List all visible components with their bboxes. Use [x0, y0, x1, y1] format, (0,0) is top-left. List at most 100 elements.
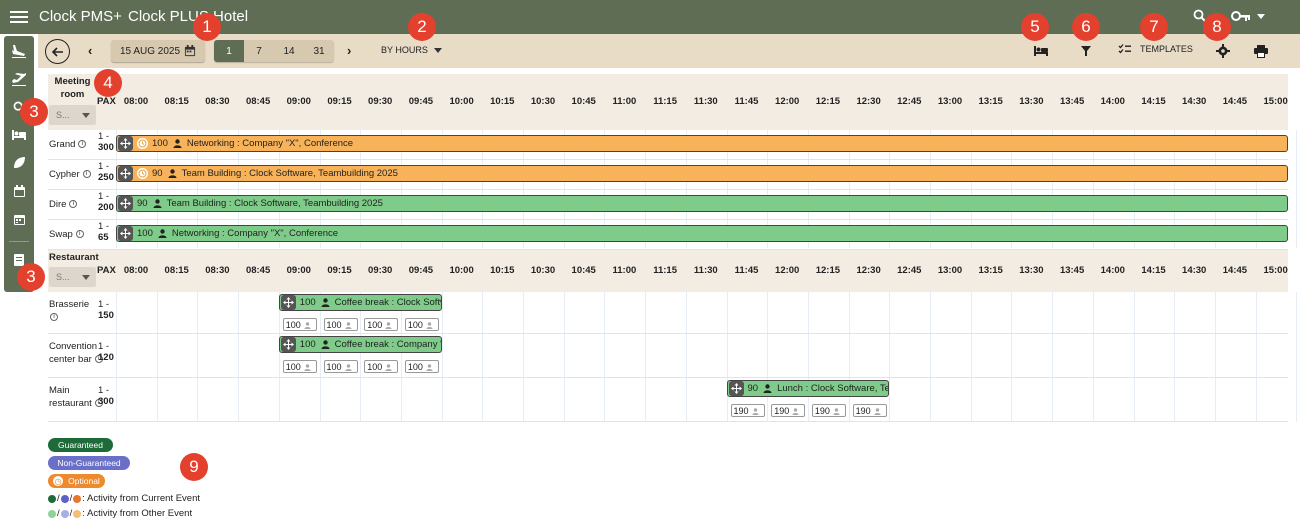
move-handle-icon[interactable] [118, 166, 133, 181]
grid-column-line [685, 292, 687, 422]
move-handle-icon[interactable] [728, 381, 744, 396]
slot-pax-chip[interactable]: 190 [852, 404, 887, 417]
room-name[interactable]: Grand i [49, 138, 87, 151]
info-icon[interactable]: i [69, 200, 78, 209]
document-icon[interactable] [10, 251, 28, 269]
event-label: Networking : Company "X", Conference [171, 228, 339, 239]
calendar-grid-icon[interactable] [10, 210, 28, 228]
move-handle-icon[interactable] [118, 196, 133, 211]
info-icon[interactable]: i [82, 170, 91, 179]
event-bar[interactable]: 100 Networking : Company "X", Conference [116, 135, 1288, 152]
clock-icon [137, 138, 148, 149]
info-icon[interactable]: i [75, 230, 84, 239]
range-option-1[interactable]: 1 [214, 40, 244, 62]
legend-optional-label: Optional [68, 476, 100, 486]
capacity-min: 1 - [98, 385, 110, 396]
restaurant-select[interactable]: S... [49, 267, 96, 287]
grid-column-line [1214, 292, 1216, 422]
slot-pax-value: 100 [326, 361, 342, 372]
event-bar[interactable]: 90 Team Building : Clock Software, Teambu… [116, 165, 1288, 182]
room-capacity: 1 -120 [98, 341, 114, 363]
info-icon[interactable]: i [78, 140, 87, 149]
time-slot-label: 14:30 [1182, 265, 1207, 276]
event-bar[interactable]: 100 Coffee break : Company "X", Conferenc… [278, 336, 442, 353]
slot-pax-chip[interactable]: 100 [364, 318, 399, 331]
meeting-room-select[interactable]: S... [49, 105, 96, 125]
slot-pax-chip[interactable]: 190 [811, 404, 846, 417]
person-icon [153, 199, 162, 208]
slot-pax-chip[interactable]: 100 [404, 318, 439, 331]
capacity-max: 150 [98, 310, 114, 321]
room-name[interactable]: Main restaurant i [49, 384, 103, 410]
range-option-31[interactable]: 31 [304, 40, 334, 62]
room-name[interactable]: Cypher i [49, 168, 91, 181]
room-name[interactable]: Brasserie i [49, 298, 89, 324]
grid-column-line [1133, 292, 1135, 422]
event-bar[interactable]: 90 Lunch : Clock Software, Teambuilding 2… [726, 380, 890, 397]
legend-guaranteed: Guaranteed [48, 438, 113, 452]
slot-pax-chip[interactable]: 100 [282, 360, 317, 373]
plane-departure-icon[interactable] [10, 70, 28, 88]
menu-icon[interactable] [10, 8, 28, 26]
plane-arrival-icon[interactable] [10, 42, 28, 60]
bed-icon[interactable] [1032, 43, 1050, 59]
slot-pax-chip[interactable]: 190 [771, 404, 806, 417]
filter-icon[interactable] [1077, 43, 1095, 59]
key-icon[interactable] [1231, 10, 1251, 25]
back-button[interactable] [45, 39, 70, 64]
room-capacity: 1 -65 [98, 221, 109, 243]
event-bar[interactable]: 100 Networking : Company "X", Conference [116, 225, 1288, 242]
time-slot-label: 11:30 [693, 96, 718, 107]
time-slot-label: 13:15 [978, 96, 1003, 107]
range-option-14[interactable]: 14 [274, 40, 304, 62]
next-day-button[interactable]: › [347, 43, 352, 58]
bed-icon[interactable] [10, 126, 28, 144]
templates-button[interactable]: TEMPLATES [1118, 43, 1193, 55]
view-mode-select[interactable]: BY HOURS [381, 45, 442, 55]
print-icon[interactable] [1252, 43, 1270, 59]
grid-column-line [1296, 130, 1298, 248]
move-handle-icon[interactable] [118, 136, 133, 151]
time-slot-label: 09:45 [408, 265, 434, 276]
room-name-label: center bar [49, 354, 92, 365]
room-name[interactable]: Dire i [49, 198, 78, 211]
range-option-7[interactable]: 7 [244, 40, 274, 62]
leaf-icon[interactable] [10, 154, 28, 172]
slot-pax-chip[interactable]: 100 [364, 360, 399, 373]
calendar-icon[interactable] [10, 182, 28, 200]
hotel-name[interactable]: Clock PLUS Hotel [128, 8, 249, 25]
time-slot-label: 09:15 [327, 265, 352, 276]
grid-column-line [1296, 292, 1298, 422]
room-name[interactable]: Convention center bar i [49, 340, 103, 366]
date-picker-button[interactable]: 15 AUG 2025 [111, 40, 205, 62]
time-slot-label: 14:00 [1100, 96, 1125, 107]
move-handle-icon[interactable] [118, 226, 133, 241]
info-icon[interactable]: i [50, 313, 58, 322]
slot-pax-chip[interactable]: 190 [730, 404, 765, 417]
move-handle-icon[interactable] [280, 295, 296, 310]
row-divider [48, 333, 1288, 334]
event-bar[interactable]: 90 Team Building : Clock Software, Teambu… [116, 195, 1288, 212]
info-icon[interactable]: i [94, 399, 103, 408]
slot-pax-chip[interactable]: 100 [404, 360, 439, 373]
legend-current-label: : Activity from Current Event [82, 493, 201, 504]
row-divider [48, 421, 1288, 422]
account-menu-caret-icon[interactable] [1257, 14, 1265, 19]
room-name[interactable]: Swap i [49, 228, 84, 241]
move-handle-icon[interactable] [280, 337, 296, 352]
event-bar[interactable]: 100 Coffee break : Clock Software, Teambu… [278, 294, 442, 311]
person-icon [792, 407, 799, 415]
grid-column-line [1174, 292, 1176, 422]
gear-icon[interactable] [1214, 43, 1232, 59]
capacity-min: 1 - [98, 221, 110, 232]
slot-pax-value: 190 [733, 405, 749, 416]
annotation-badge: 6 [1072, 13, 1100, 41]
slot-pax-chip[interactable]: 100 [282, 318, 317, 331]
slot-pax-chip[interactable]: 100 [323, 360, 358, 373]
time-slot-label: 12:00 [775, 96, 800, 107]
time-slot-label: 12:45 [897, 96, 922, 107]
slot-pax-chip[interactable]: 100 [323, 318, 358, 331]
time-slot-label: 12:45 [897, 265, 922, 276]
info-icon[interactable]: i [94, 355, 103, 364]
previous-day-button[interactable]: ‹ [88, 43, 93, 58]
